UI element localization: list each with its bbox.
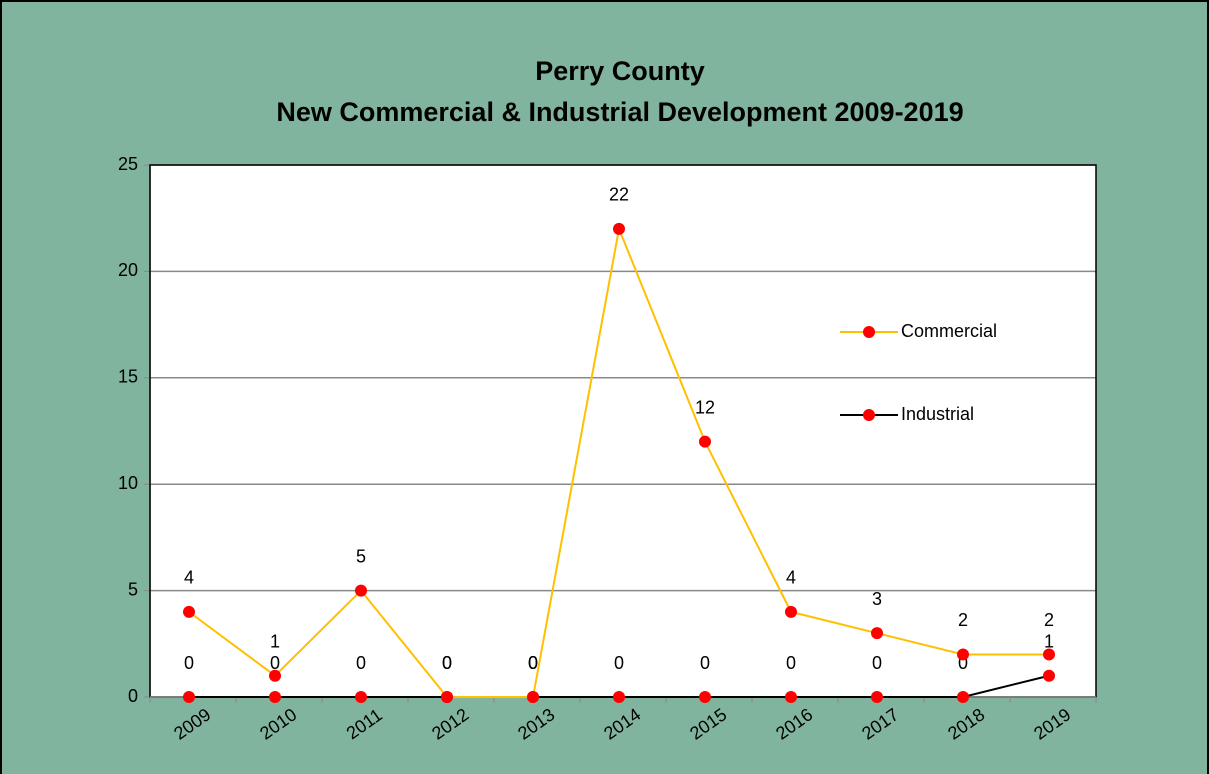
marker: [355, 691, 367, 703]
chart-title: New Commercial & Industrial Development …: [276, 97, 963, 127]
marker: [613, 222, 625, 235]
marker: [183, 691, 195, 703]
legend-label: Industrial: [901, 404, 974, 424]
data-label: 4: [184, 568, 194, 588]
marker: [957, 691, 969, 703]
data-label: 0: [958, 653, 968, 673]
data-label: 1: [270, 631, 280, 651]
y-tick-label: 15: [118, 367, 138, 387]
marker: [785, 605, 797, 618]
marker: [269, 691, 281, 703]
data-label: 0: [356, 653, 366, 673]
data-label: 0: [442, 653, 452, 673]
data-label: 5: [356, 546, 366, 566]
legend-marker: [863, 409, 875, 421]
marker: [699, 691, 711, 703]
marker: [699, 435, 711, 448]
data-label: 22: [609, 185, 629, 205]
data-label: 2: [1044, 610, 1054, 630]
y-tick-label: 25: [118, 154, 138, 174]
plot-area: [150, 165, 1096, 697]
marker: [785, 691, 797, 703]
marker: [527, 691, 539, 703]
data-label: 0: [528, 653, 538, 673]
marker: [871, 627, 883, 640]
marker: [1043, 648, 1055, 661]
y-tick-label: 5: [128, 579, 138, 599]
data-label: 0: [700, 653, 710, 673]
data-label: 12: [695, 397, 715, 417]
marker: [1043, 669, 1055, 682]
marker: [957, 648, 969, 661]
marker: [269, 669, 281, 682]
y-tick-label: 0: [128, 686, 138, 706]
data-label: 0: [786, 653, 796, 673]
legend-marker: [863, 326, 875, 338]
chart-title: Perry County: [535, 56, 705, 86]
data-label: 1: [1044, 631, 1054, 651]
data-label: 2: [958, 610, 968, 630]
legend-label: Commercial: [901, 321, 997, 341]
data-label: 3: [872, 589, 882, 609]
data-label: 0: [442, 653, 452, 673]
y-tick-label: 10: [118, 473, 138, 493]
marker: [441, 691, 453, 703]
marker: [871, 691, 883, 703]
marker: [613, 691, 625, 703]
marker: [183, 605, 195, 618]
data-label: 0: [270, 653, 280, 673]
data-label: 0: [184, 653, 194, 673]
y-tick-label: 20: [118, 260, 138, 280]
data-label: 0: [528, 653, 538, 673]
marker: [355, 584, 367, 597]
data-label: 4: [786, 568, 796, 588]
data-label: 0: [614, 653, 624, 673]
data-label: 0: [872, 653, 882, 673]
